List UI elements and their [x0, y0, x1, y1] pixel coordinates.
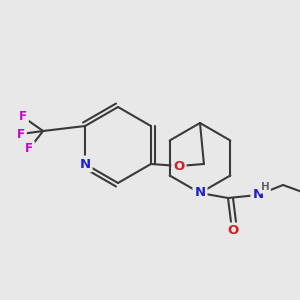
Text: O: O — [173, 160, 184, 172]
Text: O: O — [227, 224, 239, 238]
Text: N: N — [194, 187, 206, 200]
Text: N: N — [80, 158, 91, 170]
Text: F: F — [17, 128, 25, 140]
Text: H: H — [261, 182, 269, 192]
Text: F: F — [19, 110, 27, 124]
Text: N: N — [252, 188, 264, 202]
Text: F: F — [25, 142, 33, 155]
